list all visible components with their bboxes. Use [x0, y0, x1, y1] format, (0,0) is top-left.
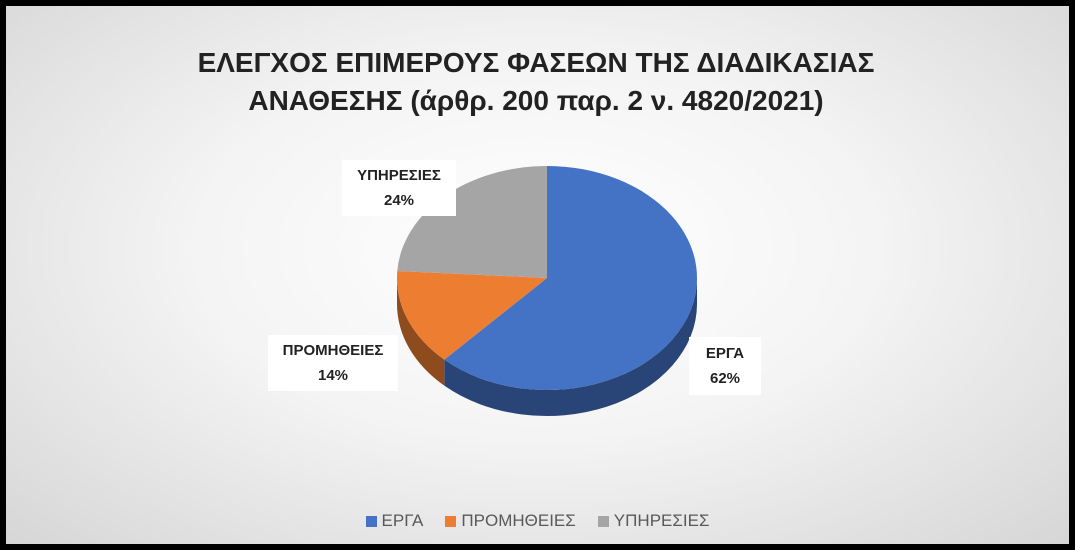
slice	[397, 270, 547, 360]
legend-swatch	[365, 515, 377, 527]
slice	[444, 166, 698, 391]
legend: ΕΡΓΑ ΠΡΟΜΗΘΕΙΕΣ ΥΠΗΡΕΣΙΕΣ	[6, 511, 1069, 531]
data-label: ΥΠΗΡΕΣΙΕΣ 24%	[342, 160, 456, 216]
legend-item: ΠΡΟΜΗΘΕΙΕΣ	[445, 511, 576, 531]
chart-title: ΕΛΕΓΧΟΣ ΕΠΙΜΕΡΟΥΣ ΦΑΣΕΩΝ ΤΗΣ ΔΙΑΔΙΚΑΣΙΑΣ…	[197, 47, 875, 116]
label-value: 62%	[710, 370, 740, 387]
legend-label: ΥΠΗΡΕΣΙΕΣ	[613, 511, 710, 530]
slice-side	[444, 278, 697, 417]
label-value: 14%	[318, 367, 348, 384]
data-label: ΠΡΟΜΗΘΕΙΕΣ 14%	[268, 335, 398, 391]
label-category: ΕΡΓΑ	[706, 345, 744, 362]
label-category: ΠΡΟΜΗΘΕΙΕΣ	[283, 342, 384, 359]
legend-item: ΥΠΗΡΕΣΙΕΣ	[597, 511, 710, 531]
legend-label: ΠΡΟΜΗΘΕΙΕΣ	[461, 511, 576, 530]
label-value: 24%	[384, 192, 414, 209]
legend-label: ΕΡΓΑ	[381, 511, 424, 530]
label-category: ΥΠΗΡΕΣΙΕΣ	[357, 167, 441, 184]
slice	[397, 166, 547, 278]
slice-side	[397, 278, 445, 386]
legend-swatch	[597, 515, 609, 527]
label-box	[689, 337, 761, 395]
legend-item: ΕΡΓΑ	[365, 511, 424, 531]
label-box	[268, 335, 398, 391]
pie-chart: ΕΡΓΑ 62% ΠΡΟΜΗΘΕΙΕΣ 14% ΥΠΗΡΕΣΙΕΣ 24%	[268, 160, 761, 417]
label-box	[342, 160, 456, 216]
data-label: ΕΡΓΑ 62%	[689, 337, 761, 395]
legend-swatch	[445, 515, 457, 527]
